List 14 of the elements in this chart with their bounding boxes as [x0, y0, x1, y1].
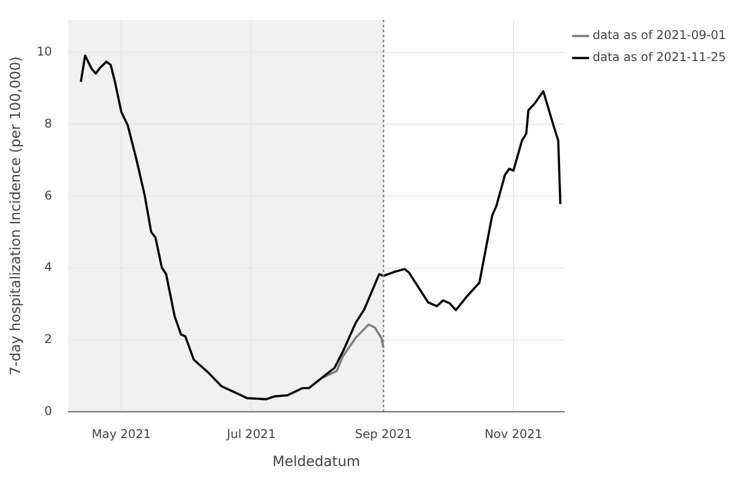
- y-tick-label: 2: [44, 332, 52, 346]
- x-tick-label: Sep 2021: [354, 427, 412, 442]
- y-tick-label: 0: [44, 404, 52, 418]
- legend-label: data as of 2021-09-01: [592, 28, 726, 42]
- y-tick-label: 10: [36, 44, 52, 58]
- x-tick-label: Nov 2021: [484, 427, 542, 442]
- x-tick-label: May 2021: [92, 427, 151, 442]
- y-axis-title: 7-day hospitalization Incidence (per 100,000): [8, 56, 24, 376]
- y-tick-label: 6: [44, 188, 52, 202]
- legend-label: data as of 2021-11-25: [592, 50, 726, 64]
- y-tick-label: 4: [44, 260, 52, 274]
- x-axis-title: Meldedatum: [272, 454, 360, 470]
- y-tick-label: 8: [44, 116, 52, 130]
- x-tick-label: Jul 2021: [226, 427, 276, 442]
